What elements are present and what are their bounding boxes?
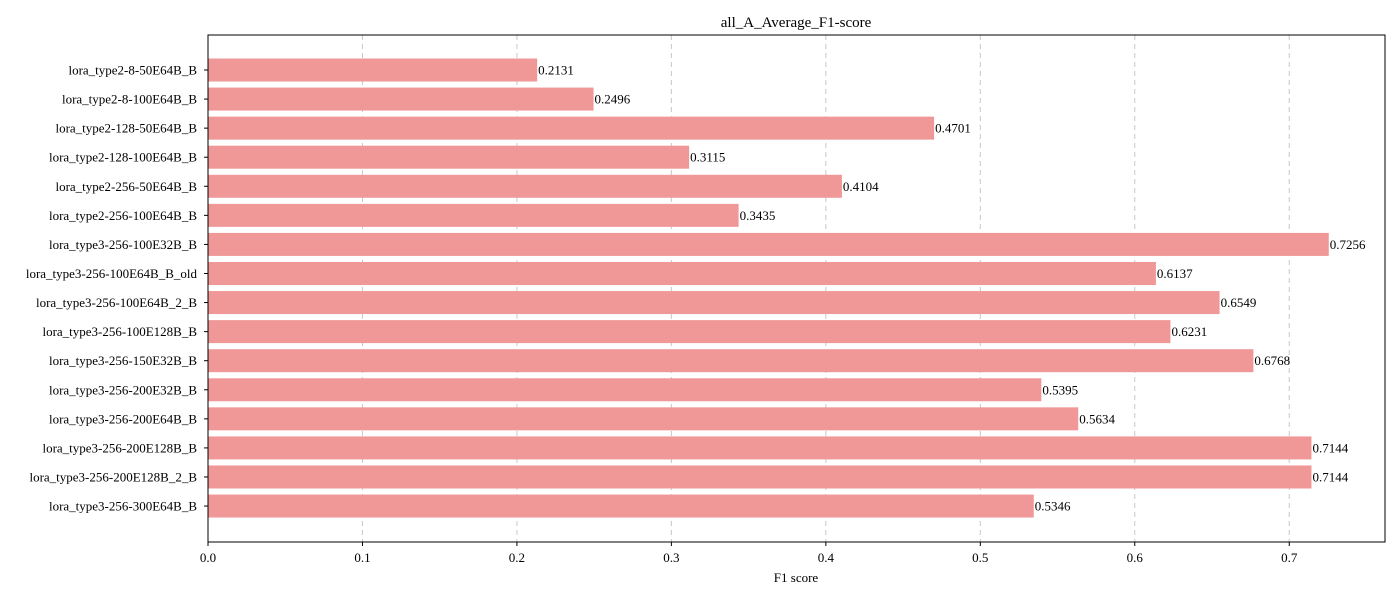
y-tick-label: lora_type3-256-200E128B_2_B <box>29 469 197 484</box>
bar-layer <box>208 58 1329 518</box>
x-tick-label: 0.7 <box>1281 550 1298 565</box>
y-tick-label: lora_type3-256-200E32B_B <box>49 382 197 397</box>
y-axis-ticks: lora_type2-8-50E64B_B lora_type2-8-100E64… <box>26 63 208 514</box>
bar-value-label: 0.7256 <box>1330 237 1366 252</box>
plot-frame <box>207 34 1386 543</box>
bar <box>208 261 1156 285</box>
y-tick-label: lora_type3-256-100E32B_B <box>49 237 197 252</box>
y-tick-label: lora_type3-256-100E64B_2_B <box>36 295 197 310</box>
bar-value-label: 0.7144 <box>1312 440 1348 455</box>
bar <box>208 203 739 227</box>
bar-value-label: 0.4104 <box>843 179 879 194</box>
bar <box>208 58 538 82</box>
bar-value-label: 0.6768 <box>1254 353 1290 368</box>
bar <box>208 291 1220 315</box>
y-tick-label: lora_type3-256-300E64B_B <box>49 499 197 514</box>
y-tick-label: lora_type3-256-150E32B_B <box>49 353 197 368</box>
x-tick-label: 0.3 <box>663 550 679 565</box>
bar <box>208 232 1329 256</box>
bar-value-label: 0.3435 <box>740 208 776 223</box>
y-tick-label: lora_type2-8-50E64B_B <box>68 63 197 78</box>
bar-value-label: 0.2131 <box>538 63 574 78</box>
x-tick-label: 0.6 <box>1127 550 1144 565</box>
chart-title: all_A_Average_F1-score <box>721 15 872 31</box>
bar <box>208 145 690 169</box>
bar <box>208 116 935 140</box>
bar <box>208 349 1254 373</box>
y-tick-label: lora_type3-256-200E64B_B <box>49 411 197 426</box>
y-tick-label: lora_type3-256-100E64B_B_old <box>26 266 198 281</box>
bar-value-label: 0.7144 <box>1312 469 1348 484</box>
x-axis-label: F1 score <box>774 570 819 585</box>
bar <box>208 494 1034 518</box>
bar-value-label: 0.5395 <box>1042 382 1078 397</box>
y-tick-label: lora_type2-256-50E64B_B <box>55 179 197 194</box>
bar <box>208 407 1079 431</box>
y-tick-label: lora_type2-8-100E64B_B <box>62 92 197 107</box>
x-tick-label: 0.5 <box>972 550 988 565</box>
y-tick-label: lora_type2-128-50E64B_B <box>55 121 197 136</box>
y-tick-label: lora_type3-256-100E128B_B <box>42 324 197 339</box>
bar-value-label: 0.3115 <box>690 150 725 165</box>
x-tick-label: 0.1 <box>354 550 370 565</box>
bar <box>208 465 1312 489</box>
y-tick-label: lora_type2-256-100E64B_B <box>49 208 197 223</box>
bar-value-label: 0.5346 <box>1035 499 1071 514</box>
bar <box>208 378 1042 402</box>
x-tick-label: 0.0 <box>200 550 216 565</box>
bar <box>208 320 1171 344</box>
value-label-layer: 0.2131 0.2496 0.4701 0.3115 0.4104 0.3435 0.72… <box>538 63 1366 514</box>
y-tick-label: lora_type2-128-100E64B_B <box>49 150 197 165</box>
x-tick-label: 0.2 <box>509 550 525 565</box>
x-axis-ticks: 0.0 0.1 0.2 0.3 0.4 0.5 0.6 0.7 <box>200 542 1298 565</box>
bar <box>208 436 1312 460</box>
x-tick-label: 0.4 <box>818 550 835 565</box>
bar <box>208 174 842 198</box>
bar-value-label: 0.4701 <box>935 121 971 136</box>
bar-value-label: 0.6137 <box>1157 266 1193 281</box>
bar-value-label: 0.6231 <box>1171 324 1207 339</box>
bar-value-label: 0.6549 <box>1221 295 1257 310</box>
y-tick-label: lora_type3-256-200E128B_B <box>42 440 197 455</box>
bar <box>208 87 594 111</box>
bar-value-label: 0.2496 <box>595 92 631 107</box>
bar-value-label: 0.5634 <box>1079 411 1115 426</box>
